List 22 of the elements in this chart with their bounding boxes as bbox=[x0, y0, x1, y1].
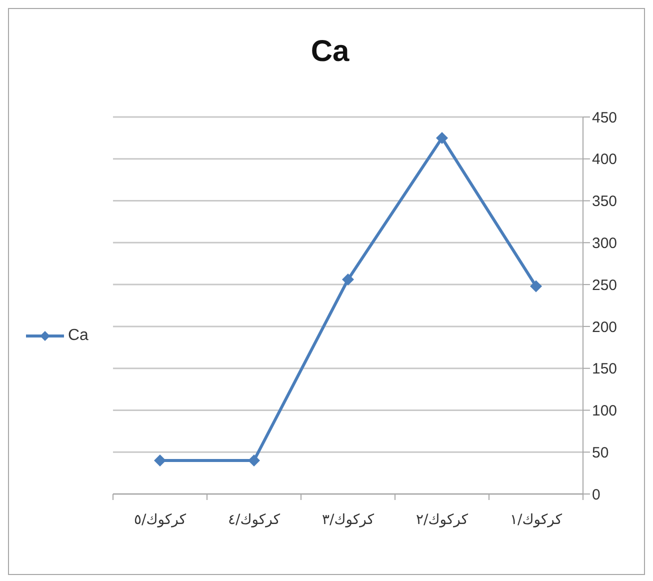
x-tick-label: كركوك/٤ bbox=[228, 512, 280, 528]
y-tick-label: 300 bbox=[592, 234, 618, 252]
y-tick-label: 350 bbox=[592, 193, 618, 210]
x-tick-label: كركوك/٥ bbox=[134, 512, 186, 528]
y-tick-label: 0 bbox=[592, 486, 600, 504]
legend-label: Ca bbox=[68, 327, 88, 345]
y-tick-label: 150 bbox=[592, 360, 618, 378]
x-tick-label: كركوك/٢ bbox=[416, 512, 468, 528]
chart-title: Ca bbox=[310, 35, 350, 69]
point bbox=[248, 454, 260, 466]
point bbox=[530, 280, 542, 292]
y-tick-label: 400 bbox=[592, 151, 618, 168]
y-tick-label: 250 bbox=[592, 276, 618, 294]
y-tick-label: 100 bbox=[592, 402, 618, 420]
x-tick-label: كركوك/٣ bbox=[322, 512, 374, 528]
y-tick-label: 450 bbox=[592, 109, 618, 126]
point bbox=[342, 274, 354, 286]
point bbox=[154, 454, 166, 466]
point bbox=[436, 132, 448, 144]
y-tick-label: 50 bbox=[592, 444, 609, 462]
y-tick-label: 200 bbox=[592, 318, 618, 336]
x-tick-label: كركوك/١ bbox=[510, 512, 562, 528]
